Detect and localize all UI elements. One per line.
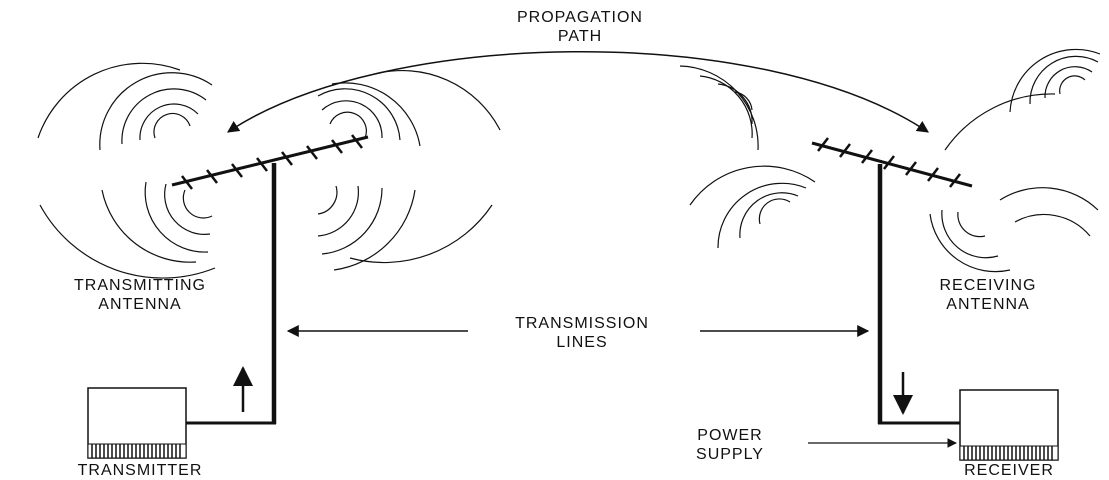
transmitter-label: TRANSMITTER	[78, 462, 203, 479]
receive-radiation-waves	[679, 48, 1101, 273]
transmitting-antenna	[171, 134, 369, 424]
transmitting-antenna-label-line1: TRANSMITTING	[74, 277, 206, 294]
receiving-antenna-label-line1: RECEIVING	[939, 277, 1036, 294]
transmission-lines-label-line1: TRANSMISSION	[515, 315, 649, 332]
transmitting-antenna-label-line2: ANTENNA	[98, 296, 181, 313]
receiving-antenna	[811, 137, 973, 424]
power-supply-label-line2: SUPPLY	[696, 446, 764, 463]
receiver-box	[878, 389, 1059, 461]
propagation-path-arc	[227, 51, 929, 133]
receiving-antenna-label-line2: ANTENNA	[946, 296, 1029, 313]
transmitter-box	[87, 387, 276, 459]
transmission-lines-label-line2: LINES	[556, 334, 607, 351]
propagation-path-label-line2: PATH	[558, 28, 602, 45]
power-supply-label-line1: POWER	[697, 427, 762, 444]
transmit-radiation-waves	[37, 62, 501, 279]
propagation-path-label-line1: PROPAGATION	[517, 9, 643, 26]
receiver-label: RECEIVER	[964, 462, 1054, 479]
